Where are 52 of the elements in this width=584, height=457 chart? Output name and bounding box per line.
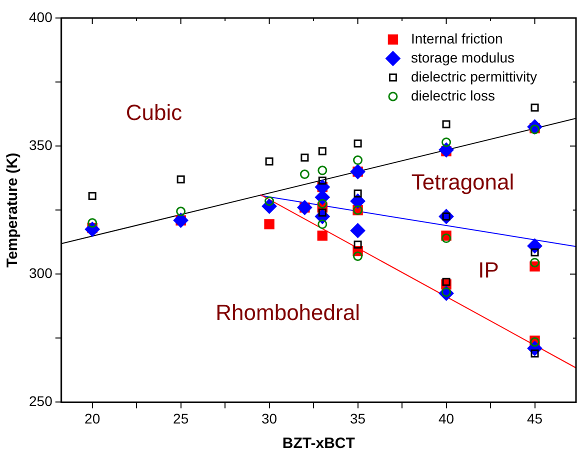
point bbox=[442, 137, 452, 147]
point bbox=[318, 147, 326, 156]
point bbox=[353, 155, 363, 165]
point bbox=[318, 166, 328, 176]
point bbox=[530, 104, 539, 112]
point bbox=[264, 219, 274, 230]
annotation: Tetragonal bbox=[411, 169, 514, 194]
y-axis-title: Temperature (K) bbox=[4, 152, 22, 268]
point bbox=[530, 258, 540, 268]
annotation: Cubic bbox=[126, 100, 182, 126]
point bbox=[173, 212, 188, 228]
point bbox=[88, 192, 96, 200]
point bbox=[530, 248, 539, 256]
point bbox=[265, 157, 274, 166]
point bbox=[350, 164, 366, 180]
point bbox=[176, 175, 185, 184]
point bbox=[300, 169, 310, 179]
point bbox=[442, 278, 450, 286]
point bbox=[442, 234, 452, 244]
x-tick-label: 45 bbox=[526, 410, 543, 426]
point bbox=[318, 219, 328, 229]
x-tick-label: 35 bbox=[350, 410, 366, 426]
point bbox=[353, 251, 363, 261]
point bbox=[88, 218, 98, 228]
point bbox=[176, 206, 186, 216]
point bbox=[354, 189, 362, 198]
y-tick-label: 250 bbox=[29, 393, 53, 410]
point bbox=[438, 142, 454, 158]
annotation: Rhombohedral bbox=[216, 300, 360, 325]
point bbox=[530, 350, 539, 358]
legend-label: storage modulus bbox=[410, 49, 514, 66]
point bbox=[318, 176, 326, 185]
point bbox=[264, 196, 274, 206]
point bbox=[442, 120, 450, 128]
y-tick-label: 300 bbox=[29, 264, 53, 281]
x-tick-label: 25 bbox=[173, 410, 189, 426]
point bbox=[297, 200, 312, 216]
point bbox=[300, 154, 309, 162]
legend-label: Internal friction bbox=[410, 30, 503, 46]
point bbox=[350, 223, 366, 238]
y-tick-label: 350 bbox=[29, 136, 53, 153]
x-axis-title: BZT-xBCT bbox=[282, 435, 355, 452]
annotation: IP bbox=[478, 258, 499, 283]
point bbox=[317, 230, 328, 241]
y-tick-label: 400 bbox=[29, 8, 53, 25]
point bbox=[354, 140, 362, 148]
legend-label: dielectric permittivity bbox=[410, 68, 538, 84]
x-tick-label: 40 bbox=[438, 410, 454, 426]
point bbox=[354, 240, 362, 249]
x-tick-label: 30 bbox=[262, 410, 278, 426]
x-tick-label: 20 bbox=[84, 410, 100, 426]
legend-label: dielectric loss bbox=[410, 87, 496, 104]
